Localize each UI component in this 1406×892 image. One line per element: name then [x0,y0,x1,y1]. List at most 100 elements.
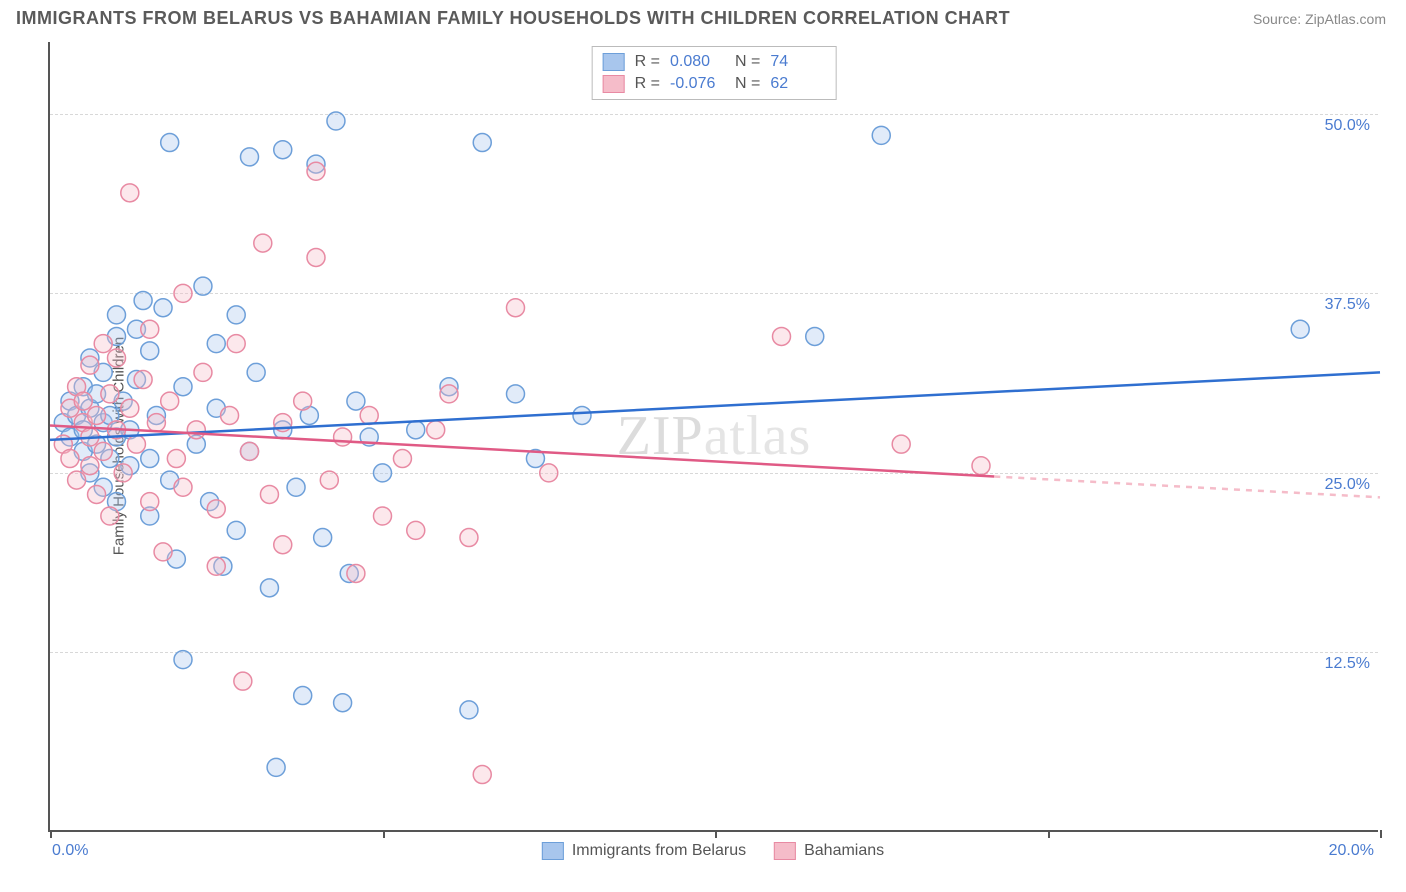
n-value-1: 62 [770,75,825,93]
data-point [374,507,392,525]
data-point [247,363,265,381]
data-point [174,284,192,302]
data-point [334,694,352,712]
data-point [307,162,325,180]
stats-row-series-0: R = 0.080 N = 74 [603,51,826,73]
data-point [227,521,245,539]
data-point [74,392,92,410]
chart-container: IMMIGRANTS FROM BELARUS VS BAHAMIAN FAMI… [0,0,1406,892]
chart-svg [50,42,1378,830]
r-label: R = [635,53,660,71]
data-point [374,464,392,482]
data-point [147,414,165,432]
data-point [174,651,192,669]
regression-line-extrapolated [994,477,1380,498]
data-point [507,299,525,317]
data-point [94,335,112,353]
data-point [167,450,185,468]
data-point [234,672,252,690]
data-point [507,385,525,403]
data-point [88,485,106,503]
header: IMMIGRANTS FROM BELARUS VS BAHAMIAN FAMI… [0,0,1406,33]
data-point [773,327,791,345]
data-point [274,141,292,159]
x-max-label: 20.0% [1329,842,1374,860]
legend-item-1: Bahamians [774,842,884,860]
r-value-0: 0.080 [670,53,725,71]
data-point [61,450,79,468]
legend-item-0: Immigrants from Belarus [542,842,746,860]
data-point [101,385,119,403]
stats-row-series-1: R = -0.076 N = 62 [603,73,826,95]
r-label: R = [635,75,660,93]
data-point [174,478,192,496]
data-point [347,564,365,582]
swatch-series-1 [603,75,625,93]
n-label: N = [735,75,760,93]
data-point [141,320,159,338]
data-point [134,371,152,389]
data-point [108,306,126,324]
data-point [241,148,259,166]
bottom-legend: Immigrants from Belarus Bahamians [542,842,884,860]
data-point [221,406,239,424]
data-point [473,766,491,784]
data-point [121,184,139,202]
data-point [1291,320,1309,338]
data-point [154,543,172,561]
data-point [101,507,119,525]
data-point [427,421,445,439]
x-min-label: 0.0% [52,842,88,860]
data-point [141,450,159,468]
data-point [473,134,491,152]
data-point [94,442,112,460]
data-point [327,112,345,130]
data-point [227,335,245,353]
data-point [314,529,332,547]
data-point [440,385,458,403]
chart-title: IMMIGRANTS FROM BELARUS VS BAHAMIAN FAMI… [16,8,1010,29]
data-point [141,342,159,360]
n-value-0: 74 [770,53,825,71]
data-point [460,701,478,719]
regression-line [50,372,1380,440]
data-point [274,536,292,554]
plot-area: ZIPatlas 12.5%25.0%37.5%50.0% R = 0.080 … [48,42,1378,832]
data-point [114,464,132,482]
data-point [267,758,285,776]
data-point [194,277,212,295]
data-point [108,349,126,367]
data-point [134,292,152,310]
legend-label-1: Bahamians [804,842,884,860]
data-point [68,471,86,489]
stats-legend: R = 0.080 N = 74 R = -0.076 N = 62 [592,46,837,100]
data-point [241,442,259,460]
data-point [127,435,145,453]
swatch-series-0 [603,53,625,71]
data-point [540,464,558,482]
data-point [460,529,478,547]
data-point [187,421,205,439]
data-point [407,421,425,439]
data-point [154,299,172,317]
data-point [294,687,312,705]
source-attribution: Source: ZipAtlas.com [1253,11,1386,27]
data-point [141,493,159,511]
data-point [872,126,890,144]
data-point [347,392,365,410]
data-point [806,327,824,345]
n-label: N = [735,53,760,71]
data-point [260,485,278,503]
data-point [287,478,305,496]
data-point [972,457,990,475]
data-point [121,399,139,417]
data-point [207,557,225,575]
data-point [254,234,272,252]
legend-label-0: Immigrants from Belarus [572,842,746,860]
data-point [892,435,910,453]
data-point [81,356,99,374]
data-point [161,134,179,152]
swatch-legend-0 [542,842,564,860]
data-point [294,392,312,410]
swatch-legend-1 [774,842,796,860]
